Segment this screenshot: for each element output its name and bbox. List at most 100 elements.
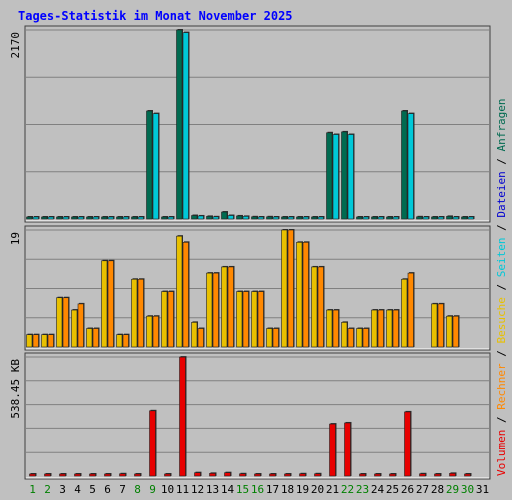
series-rechner [32, 229, 460, 348]
bar [401, 278, 408, 348]
bar [239, 473, 246, 477]
bar [296, 242, 303, 348]
x-axis-labels: 1 2 3 4 5 6 7 8 9 10 11 12 13 14 15 16 17 18 19 20 21 22 23 24 2… [29, 483, 489, 496]
series-besuche [26, 229, 453, 348]
bar [257, 291, 264, 348]
bar [407, 113, 414, 220]
x-tick-label: 10 [161, 483, 174, 496]
bar [116, 334, 123, 348]
x-tick-label: 14 [221, 483, 235, 496]
bar [119, 473, 126, 477]
panel-visits: 19 [9, 225, 491, 351]
legend-anfragen: Anfragen [495, 98, 508, 151]
bar [221, 266, 228, 348]
x-tick-label: 4 [74, 483, 81, 496]
bar [92, 328, 99, 348]
bar [89, 473, 96, 477]
bar [161, 216, 168, 220]
bar [311, 216, 318, 220]
bar [341, 131, 348, 220]
series-volumen [29, 356, 472, 477]
legend-rechner: Rechner [495, 363, 508, 410]
bar [281, 229, 288, 348]
bar [344, 422, 351, 477]
bar [152, 113, 159, 220]
legend-separator: / [495, 344, 508, 364]
bar [299, 473, 306, 477]
x-tick-label: 2 [44, 483, 51, 496]
bar [302, 216, 309, 220]
bar [416, 216, 423, 220]
bar [149, 410, 156, 477]
bar [242, 291, 249, 348]
bar [92, 216, 99, 220]
bar [431, 303, 438, 348]
bar [461, 216, 468, 220]
bar [221, 211, 228, 220]
bar [359, 473, 366, 477]
bar [26, 216, 33, 220]
bar [272, 216, 279, 220]
bar [404, 411, 411, 477]
bar [332, 309, 339, 348]
bar [467, 216, 474, 220]
bar [41, 334, 48, 348]
bar [446, 315, 453, 348]
bar [101, 260, 108, 348]
x-tick-label: 18 [281, 483, 294, 496]
series-seiten [32, 31, 475, 220]
legend-seiten: Seiten [495, 238, 508, 278]
bar [374, 473, 381, 477]
bar [122, 216, 129, 220]
x-tick-label: 24 [371, 483, 385, 496]
bar [194, 472, 201, 477]
bar [251, 291, 258, 348]
x-tick-label: 13 [206, 483, 219, 496]
bar [41, 216, 48, 220]
bar [377, 216, 384, 220]
x-tick-label: 27 [416, 483, 429, 496]
bar [206, 216, 213, 220]
bar [26, 334, 33, 348]
bar [236, 215, 243, 220]
x-tick-label: 16 [251, 483, 264, 496]
bar [182, 242, 189, 348]
bar [296, 216, 303, 220]
x-tick-label: 15 [236, 483, 249, 496]
bar [392, 216, 399, 220]
series-anfragen [26, 29, 468, 220]
x-tick-label: 5 [89, 483, 96, 496]
bar [179, 356, 186, 477]
bar [317, 266, 324, 348]
bar [377, 309, 384, 348]
x-tick-label: 25 [386, 483, 399, 496]
legend-separator: / [495, 151, 508, 171]
bar [317, 216, 324, 220]
bar [281, 216, 288, 220]
x-tick-label: 17 [266, 483, 279, 496]
bar [47, 334, 54, 348]
bar [362, 328, 369, 348]
bar [287, 216, 294, 220]
bar [452, 315, 459, 348]
panel-max-label: 538.45 KB [9, 359, 22, 419]
x-tick-label: 9 [149, 483, 156, 496]
bar [212, 272, 219, 348]
bar [227, 266, 234, 348]
bar [227, 215, 234, 220]
panel-max-label: 19 [9, 232, 22, 245]
bar [251, 216, 258, 220]
bar [107, 216, 114, 220]
bar [242, 216, 249, 220]
bar [134, 473, 141, 477]
bar [152, 315, 159, 348]
bar [182, 32, 189, 220]
bar [197, 328, 204, 348]
x-tick-label: 19 [296, 483, 309, 496]
panel-max-label: 2170 [9, 32, 22, 59]
bar [236, 291, 243, 348]
chart-panels: 2170 19 538.45 KB [9, 25, 491, 480]
bar [86, 328, 93, 348]
